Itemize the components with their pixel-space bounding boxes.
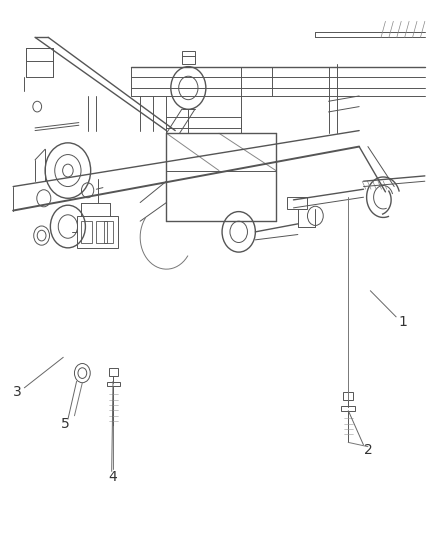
Text: 1: 1: [399, 316, 407, 329]
Bar: [107, 382, 120, 386]
Bar: [343, 392, 353, 400]
Text: 5: 5: [60, 417, 69, 431]
Bar: [96, 221, 107, 243]
Bar: [287, 197, 307, 209]
Bar: [26, 48, 53, 77]
Bar: [77, 216, 118, 248]
Text: 4: 4: [109, 470, 117, 484]
Bar: [81, 221, 92, 243]
Bar: [104, 221, 113, 243]
Bar: [109, 368, 118, 376]
Bar: [182, 51, 195, 64]
Text: 2: 2: [364, 443, 372, 457]
Text: 3: 3: [13, 385, 22, 399]
Bar: [341, 406, 355, 411]
